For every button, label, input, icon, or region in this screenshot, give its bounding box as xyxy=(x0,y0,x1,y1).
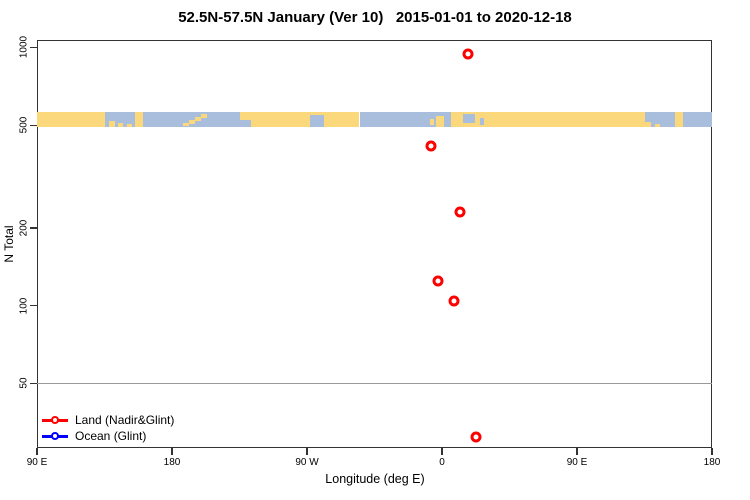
reference-line xyxy=(37,382,712,385)
legend-line-circle-icon xyxy=(42,416,68,425)
map-strip-ocean xyxy=(683,112,712,127)
map-strip-land xyxy=(239,112,360,127)
y-tick-label: 1000 xyxy=(18,36,30,59)
map-strip-land xyxy=(37,112,105,127)
map-strip-patch-ocean xyxy=(239,120,252,127)
data-point xyxy=(470,431,482,443)
map-strip-patch-land xyxy=(182,122,189,127)
map-strip-patch-land xyxy=(436,115,444,127)
legend-item: Ocean (Glint) xyxy=(42,428,174,444)
x-tick xyxy=(306,448,308,455)
map-strip-ocean xyxy=(644,112,675,127)
map-strip-ocean xyxy=(359,112,451,127)
y-tick-label: 200 xyxy=(18,219,30,237)
y-tick-label: 50 xyxy=(18,377,30,389)
x-tick-label: 90 E xyxy=(566,457,588,468)
map-strip-land xyxy=(674,112,684,127)
legend-label: Land (Nadir&Glint) xyxy=(75,413,175,427)
y-tick xyxy=(30,46,37,49)
data-point xyxy=(432,275,444,287)
legend: Land (Nadir&Glint) Ocean (Glint) xyxy=(42,412,174,444)
map-strip-patch-land xyxy=(200,114,207,119)
data-point xyxy=(454,206,466,218)
x-axis-label: Longitude (deg E) xyxy=(325,472,425,486)
x-tick-label: 180 xyxy=(163,457,181,468)
x-tick xyxy=(36,448,38,455)
map-strip-patch-ocean xyxy=(463,113,475,123)
x-tick xyxy=(576,448,578,455)
y-tick-label: 100 xyxy=(18,297,30,314)
map-strip-patch-land xyxy=(430,118,434,125)
data-point xyxy=(448,295,460,307)
x-tick-label: 90 E xyxy=(26,457,48,468)
map-strip-patch-ocean xyxy=(310,115,325,127)
y-tick xyxy=(30,124,37,126)
map-strip xyxy=(37,112,712,127)
map-strip-patch-land xyxy=(194,117,201,121)
map-strip-patch-land xyxy=(127,124,132,127)
map-strip-ocean xyxy=(143,112,240,127)
map-strip-patch-land xyxy=(655,124,660,127)
y-tick xyxy=(30,382,37,384)
y-tick-label: 500 xyxy=(18,116,30,134)
y-tick xyxy=(30,305,37,307)
map-strip-patch-ocean xyxy=(479,118,484,125)
map-strip-land xyxy=(451,112,645,127)
x-tick xyxy=(441,448,443,455)
map-strip-land xyxy=(134,112,144,127)
y-tick xyxy=(30,227,37,229)
y-axis-label: N Total xyxy=(2,225,16,263)
map-strip-patch-land xyxy=(109,121,115,127)
map-strip-patch-land xyxy=(188,119,195,124)
data-point xyxy=(425,140,437,152)
legend-label: Ocean (Glint) xyxy=(75,429,147,443)
legend-item: Land (Nadir&Glint) xyxy=(42,412,174,428)
x-tick-label: 180 xyxy=(703,457,721,468)
x-tick-label: 90 W xyxy=(295,457,319,468)
map-strip-patch-land xyxy=(118,123,123,127)
chart-title: 52.5N-57.5N January (Ver 10) 2015-01-01 … xyxy=(178,9,572,26)
map-strip-patch-land xyxy=(644,121,651,127)
x-tick-label: 0 xyxy=(439,457,445,468)
x-tick xyxy=(711,448,713,455)
x-tick xyxy=(171,448,173,455)
data-point xyxy=(462,48,474,60)
legend-line-circle-icon xyxy=(42,432,68,441)
plot-box xyxy=(37,40,712,448)
